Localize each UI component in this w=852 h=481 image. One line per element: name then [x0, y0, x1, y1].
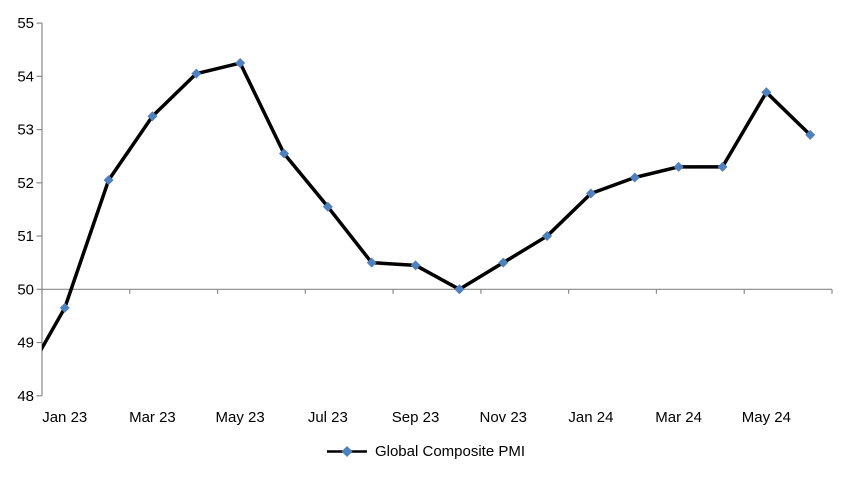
x-axis-label: Nov 23	[479, 409, 527, 426]
y-axis-label: 53	[17, 122, 34, 139]
legend-series-glyph	[326, 445, 367, 457]
y-axis-label: 51	[17, 228, 34, 245]
data-point-marker	[717, 161, 728, 172]
data-point-marker	[498, 257, 509, 268]
data-point-marker	[542, 231, 553, 242]
x-axis-label: Jan 23	[42, 409, 87, 426]
x-axis-label: Jan 24	[568, 409, 613, 426]
legend-marker-icon	[341, 445, 353, 457]
data-point-marker	[279, 148, 289, 159]
y-axis-label: 54	[17, 68, 34, 85]
data-point-marker	[629, 172, 640, 183]
data-point-marker	[366, 257, 377, 268]
y-axis-label: 55	[17, 15, 34, 32]
data-point-marker	[59, 302, 70, 313]
data-point-marker	[585, 188, 596, 199]
data-point-marker	[103, 175, 114, 186]
y-axis-label: 49	[17, 335, 34, 352]
data-point-marker	[805, 129, 816, 140]
x-axis-label: Mar 23	[129, 409, 176, 426]
y-axis-label: 50	[17, 281, 34, 298]
x-axis-label: Sep 23	[392, 409, 440, 426]
data-point-marker	[322, 201, 333, 212]
data-point-marker	[191, 68, 202, 79]
data-point-marker	[235, 58, 246, 69]
legend-label: Global Composite PMI	[374, 442, 526, 460]
pmi-series-line	[42, 61, 812, 352]
data-point-marker	[147, 111, 158, 122]
data-point-marker	[410, 260, 421, 271]
x-axis-label: Mar 24	[655, 409, 702, 426]
x-axis-label: May 23	[216, 409, 265, 426]
y-axis-label: 52	[17, 175, 34, 192]
legend: Global Composite PMI	[0, 440, 852, 462]
series-group	[42, 58, 816, 352]
y-axis-label: 48	[17, 388, 34, 405]
x-axis-label: May 24	[742, 409, 791, 426]
data-point-marker	[761, 87, 772, 98]
data-point-marker	[454, 284, 465, 295]
x-axis-label: Jul 23	[308, 409, 348, 426]
data-point-marker	[673, 161, 684, 172]
